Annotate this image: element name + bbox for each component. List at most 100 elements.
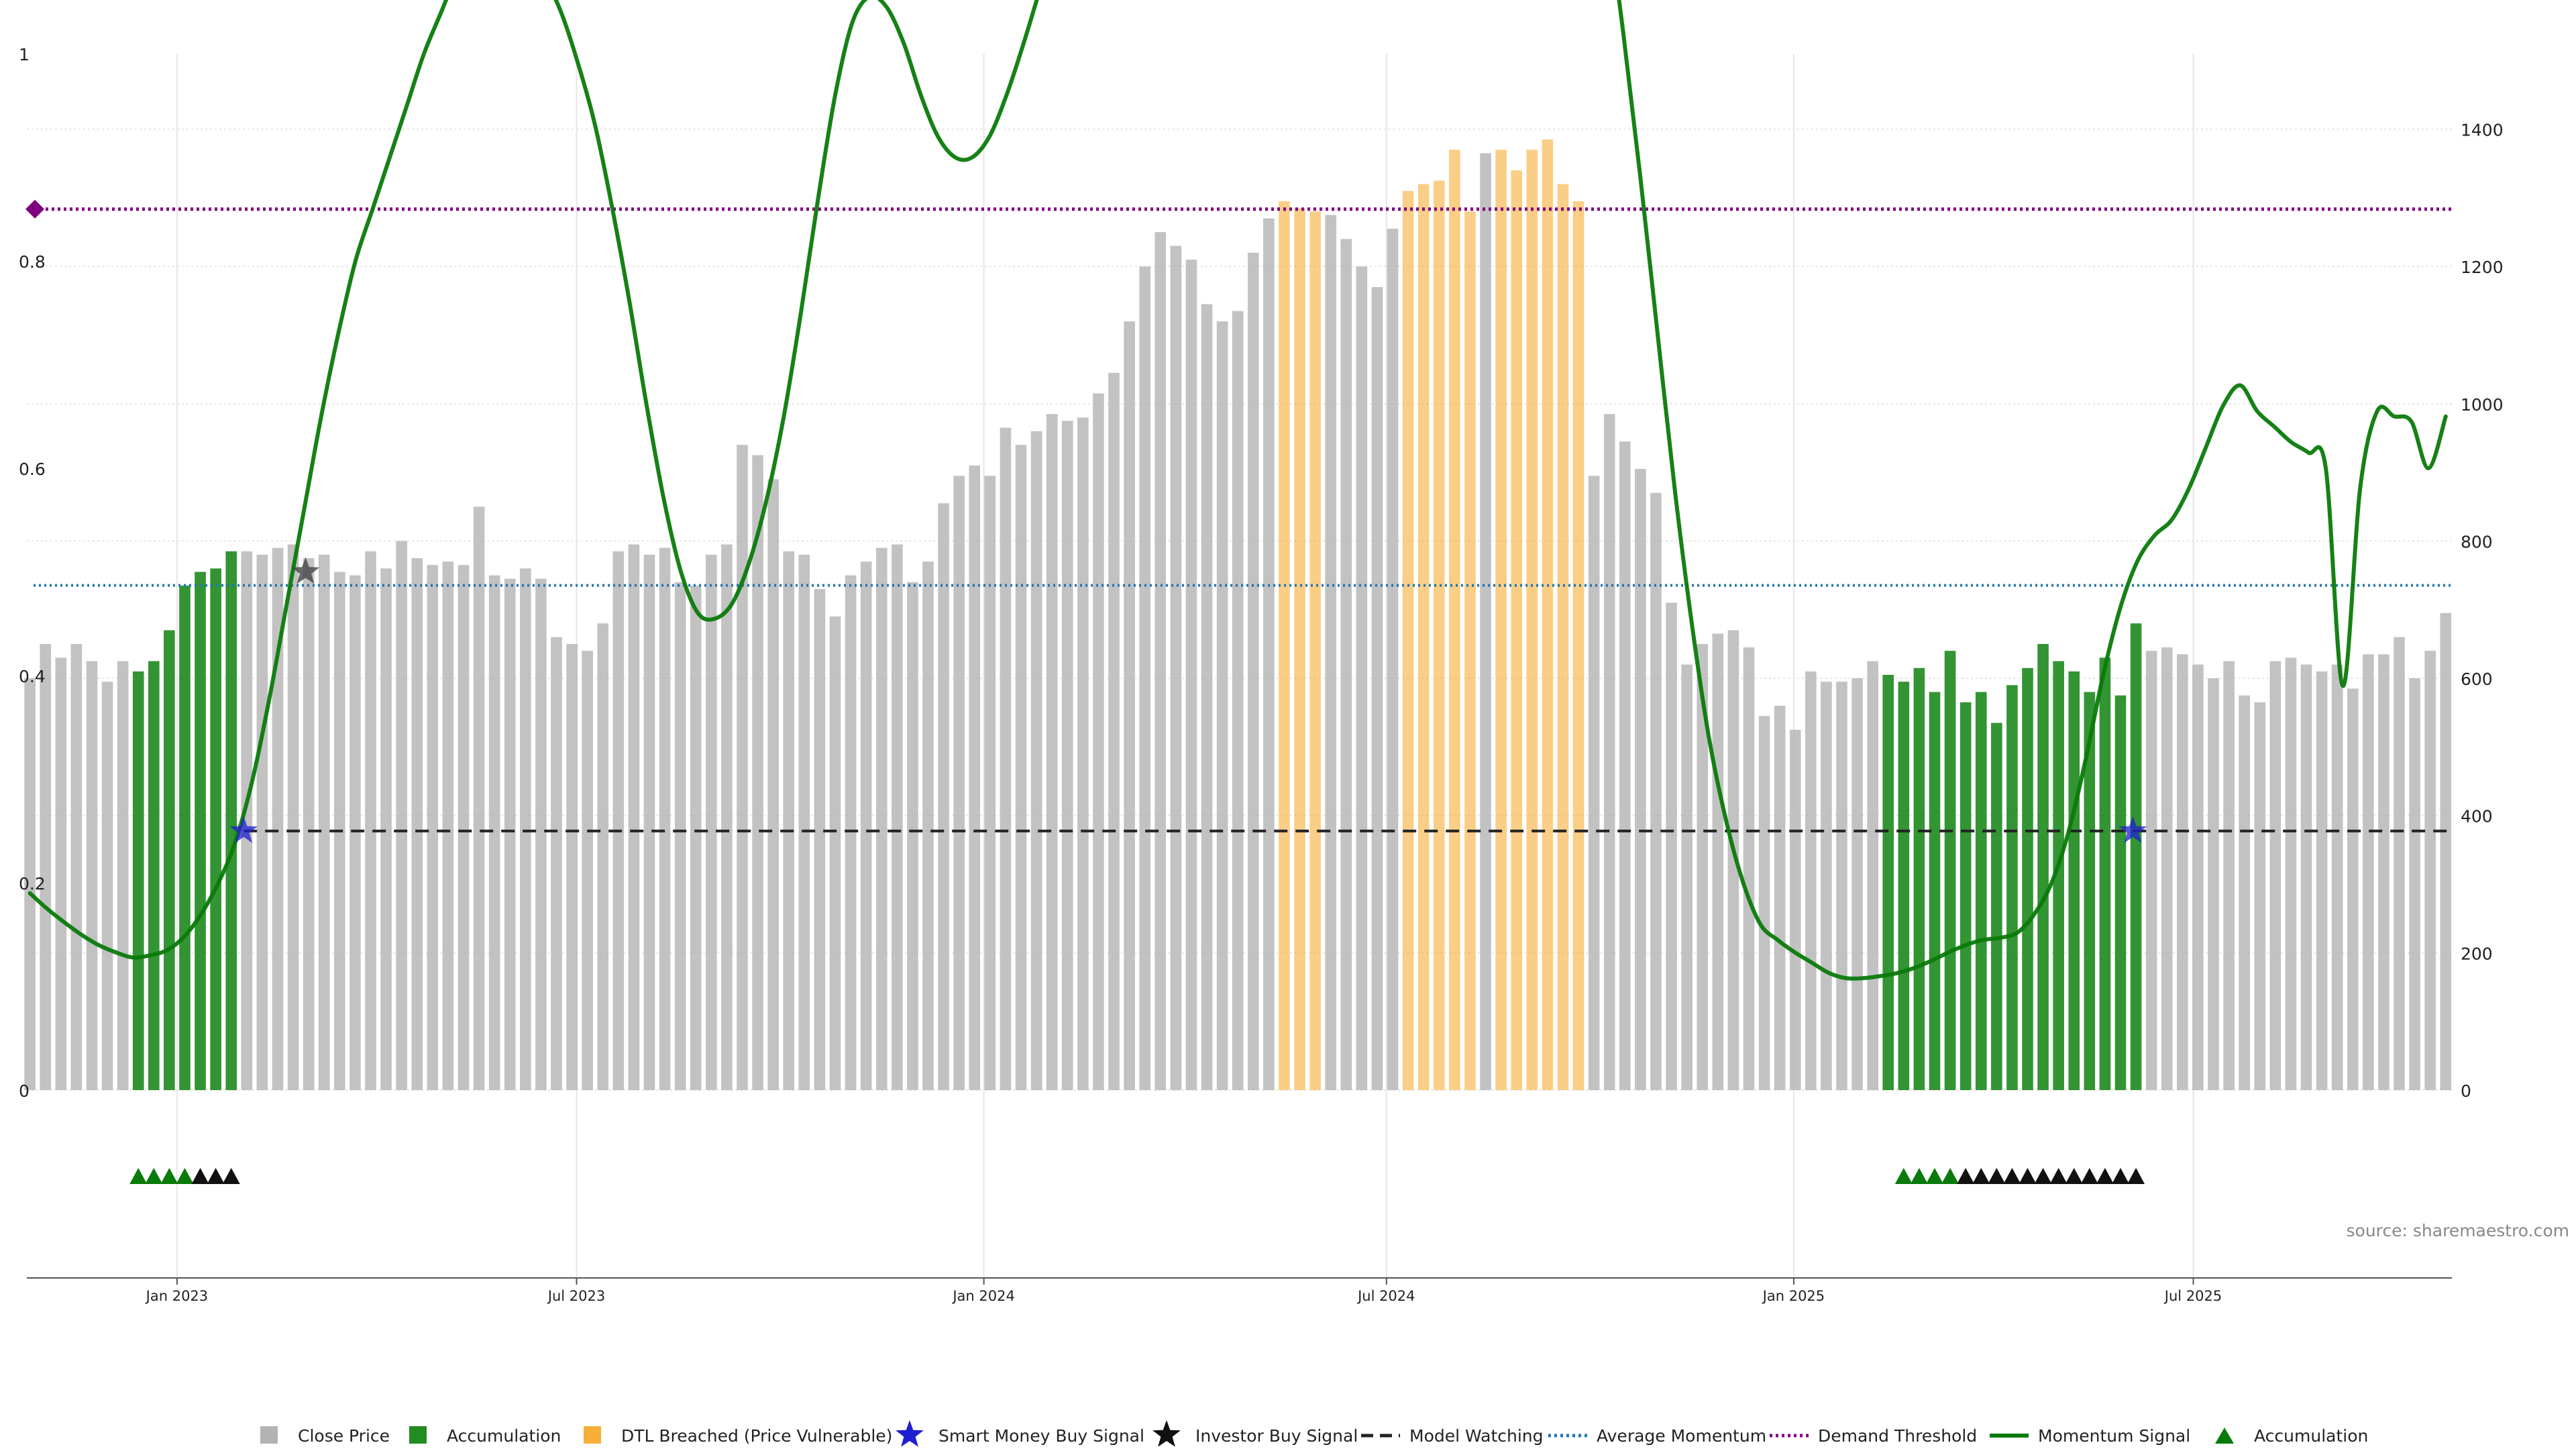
close-price-bar	[1216, 321, 1228, 1090]
accumulation-triangle-black	[2034, 1168, 2052, 1184]
left-axis-tick-label: 0.4	[19, 667, 46, 686]
accumulation-bar	[179, 585, 191, 1090]
close-price-bar	[2424, 651, 2436, 1090]
close-price-bar	[1681, 664, 1693, 1090]
legend: Close Price Accumulation DTL Breached (Pri…	[260, 1420, 2368, 1447]
close-price-bar	[814, 589, 826, 1090]
close-price-bar	[1325, 215, 1337, 1090]
accumulation-triangle-green	[1925, 1168, 1943, 1184]
close-price-bar	[442, 561, 454, 1090]
accumulation-triangle-black	[1972, 1168, 1990, 1184]
close-price-bar	[2409, 678, 2420, 1090]
axes: 0 0.2 0.4 0.6 0.8 1 0 200 400 600 800 1000 1200 1400 J…	[19, 45, 2504, 1304]
accumulation-bar	[1929, 692, 1941, 1090]
accumulation-bar	[1944, 651, 1956, 1090]
accumulation-bar	[164, 630, 175, 1090]
accumulation-triangle-green	[176, 1168, 194, 1184]
close-price-bar	[1139, 266, 1150, 1090]
close-price-bar	[1030, 431, 1042, 1090]
close-price-bar	[2192, 664, 2204, 1090]
close-price-bar	[303, 558, 315, 1090]
dtl-breached-bar	[1542, 139, 1554, 1091]
close-price-bar	[612, 551, 625, 1090]
close-price-bar	[2254, 702, 2266, 1090]
source-text: source: sharemaestro.com	[2347, 1221, 2570, 1240]
legend-swatch	[409, 1426, 427, 1444]
close-price-bar	[628, 544, 640, 1090]
close-price-bar	[2363, 654, 2374, 1090]
accumulation-bar	[132, 671, 144, 1090]
close-price-bar	[674, 582, 686, 1090]
accumulation-triangle-green	[1894, 1168, 1913, 1184]
close-price-bar	[504, 578, 516, 1090]
dtl-breached-bar	[1557, 184, 1569, 1091]
legend-label: Close Price	[298, 1426, 390, 1446]
close-price-bar	[1758, 716, 1770, 1090]
close-price-bar	[2285, 657, 2297, 1090]
accumulation-bar	[1898, 682, 1910, 1090]
right-axis-tick-label: 1200	[2461, 258, 2504, 277]
dtl-breached-bar	[1309, 211, 1321, 1091]
dtl-breached-bar	[1572, 201, 1585, 1091]
close-price-bar	[272, 547, 284, 1090]
close-price-bar	[1185, 259, 1197, 1091]
close-price-bar	[1232, 311, 1244, 1091]
close-price-bar	[318, 554, 330, 1090]
close-price-bar	[1821, 682, 1832, 1090]
close-price-bar	[1867, 661, 1878, 1090]
close-price-bar	[287, 544, 299, 1090]
dtl-breached-bar	[1464, 211, 1476, 1091]
accumulation-bar	[2006, 685, 2018, 1090]
close-price-bar	[411, 558, 423, 1090]
accumulation-bar	[1991, 722, 2002, 1090]
close-price-bar	[984, 476, 996, 1090]
accumulation-triangle-black	[222, 1168, 240, 1184]
close-price-bar	[1155, 232, 1167, 1090]
close-price-bar	[922, 561, 934, 1090]
dtl-breached-bar	[1495, 150, 1507, 1091]
left-axis-tick-label: 0.2	[19, 874, 46, 894]
reference-lines	[25, 199, 2452, 833]
close-price-bar	[767, 479, 779, 1090]
legend-label: Average Momentum	[1597, 1426, 1766, 1446]
close-price-bar	[1603, 414, 1615, 1090]
close-price-bar	[1619, 441, 1631, 1090]
right-axis-tick-label: 0	[2461, 1081, 2471, 1101]
right-axis-tick-label: 400	[2461, 807, 2493, 826]
close-price-bar	[1789, 729, 1801, 1090]
close-price-bar	[1093, 393, 1104, 1090]
close-price-bar	[2378, 654, 2390, 1090]
close-price-bar	[1340, 239, 1352, 1090]
close-price-bar	[2331, 664, 2343, 1090]
accumulation-triangle-black	[2080, 1168, 2098, 1184]
accumulation-bar	[195, 572, 206, 1090]
legend-triangle-icon	[2215, 1428, 2234, 1444]
close-price-bar	[659, 547, 671, 1090]
dtl-breached-bar	[1279, 201, 1290, 1091]
smart-money-buy-star	[2118, 816, 2147, 843]
close-price-bar	[752, 455, 763, 1090]
close-price-bar	[520, 568, 531, 1090]
close-price-bar	[2208, 678, 2219, 1090]
accumulation-bar	[1960, 702, 1972, 1090]
x-axis-tick-label: Jan 2023	[145, 1288, 209, 1304]
x-axis-tick-label: Jul 2025	[2163, 1288, 2222, 1304]
close-price-bar	[1077, 417, 1089, 1090]
accumulation-triangle-green	[129, 1168, 148, 1184]
accumulation-triangle-black	[191, 1168, 209, 1184]
close-price-bar	[2316, 671, 2328, 1090]
close-price-bar	[2394, 637, 2405, 1090]
close-price-bar	[1743, 647, 1755, 1090]
legend-label: DTL Breached (Price Vulnerable)	[621, 1426, 892, 1446]
x-axis-tick-label: Jan 2025	[1762, 1288, 1825, 1304]
close-price-bar	[241, 551, 253, 1090]
close-price-bar	[706, 554, 717, 1090]
x-axis-tick-label: Jul 2024	[1356, 1288, 1415, 1304]
accumulation-triangle-black	[2127, 1168, 2145, 1184]
dtl-breached-bar	[1511, 170, 1523, 1090]
signal-markers	[129, 557, 2147, 1184]
accumulation-bar	[2084, 692, 2096, 1090]
close-price-bar	[953, 476, 965, 1090]
legend-swatch	[584, 1426, 601, 1444]
close-price-bar	[24, 678, 36, 1090]
